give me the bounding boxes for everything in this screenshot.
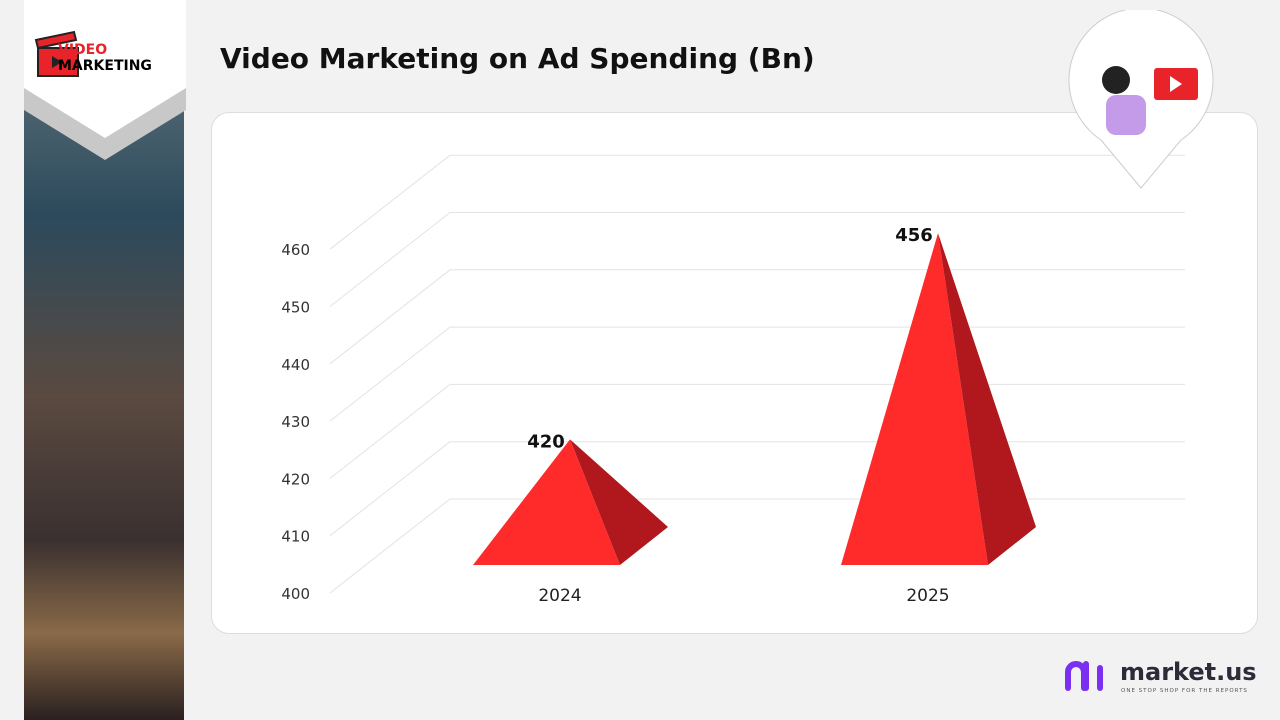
gridline-depth [329, 154, 451, 250]
x-tick-label: 2024 [538, 586, 581, 606]
x-tick-label: 2025 [906, 586, 949, 606]
data-label: 456 [895, 225, 933, 246]
logo-text: VIDEO MARKETING [58, 42, 152, 74]
pyramid-front-face [473, 439, 620, 565]
clapperboard-icon [34, 30, 79, 77]
gridline-depth [329, 441, 451, 537]
gridline-depth [329, 269, 451, 365]
y-tick-label: 410 [281, 528, 310, 546]
logo-card [24, 0, 186, 160]
y-tick-label: 440 [281, 356, 310, 374]
y-tick-label: 430 [281, 413, 310, 431]
brand-logo: market.us ONE STOP SHOP FOR THE REPORTS [1064, 658, 1257, 696]
pyramid-front-face [841, 233, 988, 565]
data-label: 420 [527, 431, 565, 452]
gridline-depth [329, 212, 451, 307]
y-tick-label: 400 [281, 585, 310, 603]
y-tick-label: 450 [281, 299, 310, 317]
chart-card [211, 112, 1258, 634]
gridline-depth [329, 326, 451, 422]
y-tick-label: 460 [281, 241, 310, 259]
page-title: Video Marketing on Ad Spending (Bn) [220, 42, 815, 75]
gridline-depth [329, 498, 451, 594]
market-us-logo-icon [1065, 661, 1103, 691]
illustration-pin [1068, 10, 1214, 189]
pyramid-side-face [938, 233, 1036, 565]
pyramid-side-face [570, 439, 668, 565]
y-tick-label: 420 [281, 470, 310, 488]
gridline-depth [329, 384, 451, 479]
